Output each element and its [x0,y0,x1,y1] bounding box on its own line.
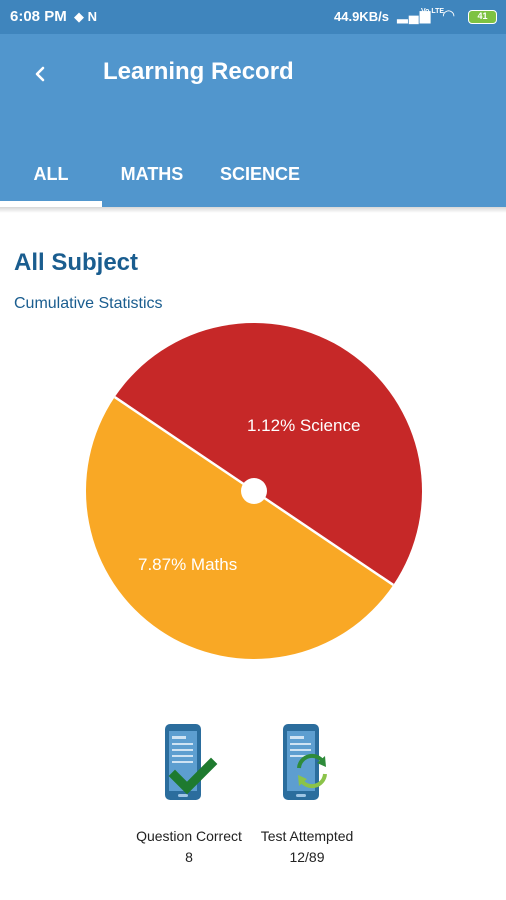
stat-label: Test Attempted [260,828,354,844]
battery-icon: 41 [468,10,497,24]
phone-refresh-icon [283,724,327,800]
tab-maths[interactable]: MATHS [120,164,184,184]
status-bar: 6:08 PM ◆ N 44.9KB/s ▂▄▆ Vo LTE ◠ 41 [0,0,506,34]
back-button[interactable] [28,60,52,88]
section-subtitle: Cumulative Statistics [14,295,163,312]
stat-value: 12/89 [289,849,325,865]
pie-slice-1 [86,397,394,659]
chevron-left-icon [35,66,45,82]
pie-divider-1 [253,489,394,586]
tab-bar: ALL MATHS SCIENCE [0,152,506,207]
tab-indicator [0,201,102,207]
network-speed: 44.9KB/s [334,9,389,24]
app-bar-shadow [0,207,506,213]
phone-checkmark-icon [165,724,218,800]
stat-test-attempted: Test Attempted 12/89 [252,722,362,868]
lte-label: Vo LTE [421,8,445,15]
pie-label-maths: 7.87% Maths [138,555,238,574]
pie-divider-0 [114,396,255,493]
pie-chart [86,323,423,659]
stat-value: 8 [185,849,193,865]
wifi-icon: ◠ [442,7,456,24]
signal-icon: ▂▄▆ [397,7,432,23]
page-title: Learning Record [103,58,294,85]
tab-science[interactable]: SCIENCE [219,164,300,184]
stat-question-correct: Question Correct 8 [134,722,244,868]
status-time: 6:08 PM [10,8,67,25]
app-bar: Learning Record ALL MATHS SCIENCE [0,34,506,207]
pie-label-science: 1.12% Science [247,416,361,435]
stat-label: Question Correct [136,828,242,844]
section-title: All Subject [14,249,139,276]
tab-all[interactable]: ALL [33,164,69,184]
pie-center-hole [241,478,267,504]
pie-slice-0 [114,323,423,585]
notification-icons: ◆ N [74,9,97,24]
